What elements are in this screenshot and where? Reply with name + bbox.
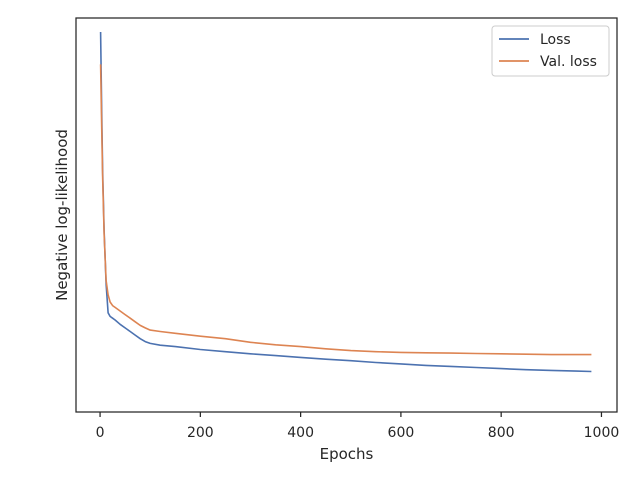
- legend: Loss Val. loss: [491, 25, 610, 77]
- series-line-loss: [99, 31, 592, 373]
- y-axis-label: Negative log-likelihood: [53, 129, 71, 301]
- x-tick-label: 1000: [584, 425, 620, 441]
- legend-label-val-loss: Val. loss: [540, 54, 597, 70]
- axis-layer: 0 200 400 600 800 1000: [75, 17, 620, 441]
- x-tick-label: 400: [287, 425, 314, 441]
- series-line-val-loss: [99, 64, 592, 356]
- x-tick-label: 800: [488, 425, 515, 441]
- plot-frame: [75, 17, 618, 413]
- series-layer: [99, 31, 592, 373]
- x-tick-label: 0: [96, 425, 105, 441]
- legend-label-loss: Loss: [540, 32, 571, 48]
- x-axis-label: Epochs: [320, 445, 374, 463]
- x-tick-label: 600: [388, 425, 415, 441]
- x-tick-label: 200: [187, 425, 214, 441]
